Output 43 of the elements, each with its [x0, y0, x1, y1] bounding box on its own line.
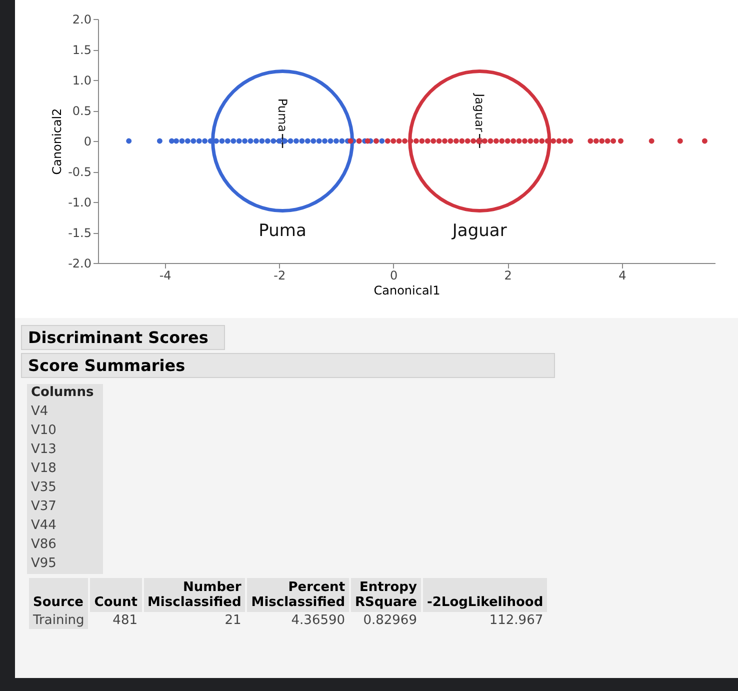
- text: Number Misclassified: [144, 578, 246, 612]
- y-tick-label: -1.5: [68, 226, 92, 240]
- text: Count: [90, 578, 142, 612]
- text: Entropy RSquare: [351, 578, 421, 612]
- x-tick-label: 2: [504, 268, 512, 282]
- text: V37: [30, 498, 58, 516]
- x-tick-label: 0: [390, 268, 398, 282]
- text: V86: [30, 536, 58, 554]
- text: V18: [30, 460, 58, 478]
- text: 112.967: [488, 612, 544, 629]
- text: 481: [112, 612, 138, 629]
- text: Score Summaries: [21, 353, 555, 378]
- y-tick-label: 1.0: [72, 74, 92, 88]
- y-tick-label: 0: [84, 134, 92, 148]
- text: V44: [30, 517, 58, 535]
- text: V4: [30, 403, 50, 421]
- y-tick-label: 2.0: [72, 12, 92, 26]
- y-tick-label: -1.0: [68, 196, 92, 210]
- text: Percent Misclassified: [247, 578, 350, 612]
- text: 4.36590: [290, 612, 346, 629]
- annotation: Jaguar: [451, 221, 507, 241]
- text: 21: [224, 612, 242, 629]
- y-tick-label: 0.5: [72, 104, 92, 118]
- text: V95: [30, 555, 58, 573]
- x-tick-label: 4: [618, 268, 626, 282]
- x-tick-label: -2: [274, 268, 286, 282]
- text: Columns: [30, 384, 95, 402]
- text: -2LogLikelihood: [422, 578, 548, 612]
- y-tick-label: 1.5: [72, 43, 92, 57]
- text: Discriminant Scores: [21, 325, 225, 350]
- text: V10: [30, 422, 58, 440]
- y-tick-label: -0.5: [68, 165, 92, 179]
- text: Source: [29, 578, 88, 612]
- annotation: Puma: [276, 98, 290, 132]
- text: V13: [30, 441, 58, 459]
- x-axis-title: Canonical1: [374, 284, 440, 298]
- x-tick-label: -4: [159, 268, 172, 282]
- text: 0.82969: [362, 612, 418, 629]
- y-axis-title: Canonical2: [50, 108, 64, 175]
- text: Training: [29, 612, 88, 629]
- text: V35: [30, 479, 58, 497]
- annotation: Puma: [258, 221, 306, 241]
- y-tick-label: -2.0: [68, 256, 92, 270]
